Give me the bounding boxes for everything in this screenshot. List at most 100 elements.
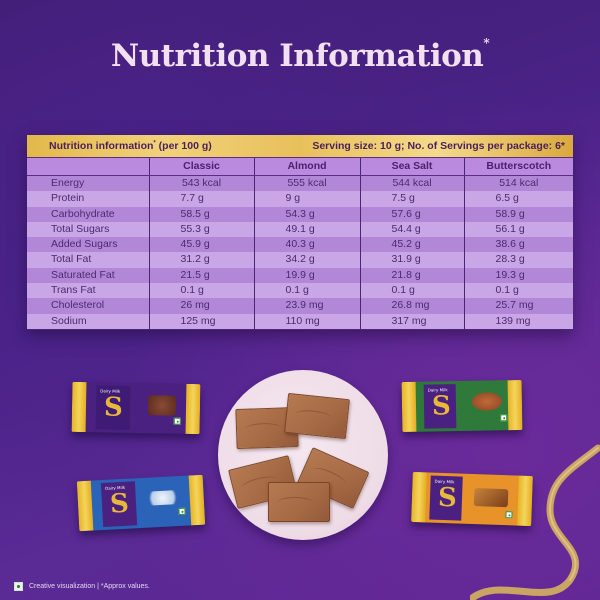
cell-sea-salt: 31.9 g — [359, 252, 464, 268]
cell-almond: 54.3 g — [253, 206, 360, 222]
column-header-sea-salt: Sea Salt — [359, 157, 464, 176]
column-header-almond: Almond — [253, 157, 360, 176]
column-header-classic: Classic — [148, 157, 254, 176]
chocolate-chunk-image — [147, 395, 177, 416]
row-label: Sodium — [27, 313, 149, 330]
nutrition-table: Nutrition information* (per 100 g) Servi… — [27, 135, 573, 330]
veg-mark-icon — [173, 417, 181, 425]
cell-classic: 55.3 g — [148, 221, 254, 238]
cell-classic: 125 mg — [148, 313, 254, 330]
table-row: Trans Fat 0.1 g 0.1 g 0.1 g 0.1 g — [27, 283, 573, 299]
product-classic: Dairy Milk S — [71, 381, 201, 435]
column-header-row: Classic Almond Sea Salt Butterscotch — [27, 157, 573, 176]
title-text: Nutrition Information — [110, 38, 484, 74]
table-row: Added Sugars 45.9 g 40.3 g 45.2 g 38.6 g — [27, 237, 573, 253]
column-header-butterscotch: Butterscotch — [463, 157, 573, 176]
cell-sea-salt: 57.6 g — [359, 206, 464, 222]
cell-butterscotch: 19.3 g — [463, 267, 573, 284]
cell-classic: 26 mg — [148, 298, 254, 314]
cell-classic: 0.1 g — [148, 283, 254, 299]
cell-sea-salt: 21.8 g — [359, 267, 464, 284]
cell-butterscotch: 25.7 mg — [463, 298, 573, 314]
cell-almond: 110 mg — [253, 313, 360, 330]
table-row: Total Sugars 55.3 g 49.1 g 54.4 g 56.1 g — [27, 221, 573, 238]
cell-almond: 0.1 g — [253, 283, 360, 299]
chocolate-piece — [268, 482, 330, 522]
cell-almond: 555 kcal — [253, 175, 360, 192]
cell-sea-salt: 45.2 g — [359, 237, 464, 253]
cell-classic: 31.2 g — [148, 252, 254, 268]
product-almond: Dairy Milk S — [401, 379, 523, 433]
row-label: Total Sugars — [27, 221, 149, 238]
s-logo-icon: S — [437, 482, 458, 514]
cell-butterscotch: 139 mg — [463, 313, 573, 330]
salt-crystals-image — [145, 489, 181, 506]
cell-sea-salt: 0.1 g — [359, 283, 464, 299]
veg-mark-icon — [178, 507, 186, 516]
veg-symbol-icon — [14, 582, 23, 591]
cell-classic: 21.5 g — [148, 267, 254, 284]
s-logo-icon: S — [431, 391, 452, 422]
cell-classic: 543 kcal — [148, 175, 254, 192]
table-row: Total Fat 31.2 g 34.2 g 31.9 g 28.3 g — [27, 252, 573, 268]
per-100g-label: Nutrition information* (per 100 g) — [49, 140, 212, 152]
row-label: Protein — [27, 191, 149, 207]
cell-butterscotch: 514 kcal — [463, 175, 573, 192]
cell-butterscotch: 6.5 g — [463, 191, 573, 207]
cell-almond: 49.1 g — [253, 221, 360, 238]
row-label: Energy — [27, 175, 149, 192]
table-header-band: Nutrition information* (per 100 g) Servi… — [27, 135, 573, 157]
table-row: Energy 543 kcal 555 kcal 544 kcal 514 kc… — [27, 175, 573, 192]
cell-classic: 58.5 g — [148, 206, 254, 222]
cell-sea-salt: 54.4 g — [359, 221, 464, 238]
title-asterisk: * — [483, 36, 490, 50]
cell-butterscotch: 0.1 g — [463, 283, 573, 299]
footer-disclaimer: Creative visualization | *Approx values. — [14, 582, 150, 591]
plate-with-chocolates — [218, 370, 388, 540]
cell-almond: 9 g — [253, 191, 360, 207]
serving-size-label: Serving size: 10 g; No. of Servings per … — [312, 140, 565, 152]
row-label: Added Sugars — [27, 237, 149, 253]
wrapper-end-left — [411, 471, 427, 523]
wrapper-end-left — [401, 381, 417, 433]
cell-almond: 40.3 g — [253, 237, 360, 253]
cell-butterscotch: 56.1 g — [463, 221, 573, 238]
row-label: Total Fat — [27, 252, 149, 268]
row-label: Saturated Fat — [27, 267, 149, 284]
table-row: Carbohydrate 58.5 g 54.3 g 57.6 g 58.9 g — [27, 206, 573, 222]
table-row: Cholesterol 26 mg 23.9 mg 26.8 mg 25.7 m… — [27, 298, 573, 314]
cell-sea-salt: 7.5 g — [359, 191, 464, 207]
cell-almond: 34.2 g — [253, 252, 360, 268]
wrapper-end-right — [507, 379, 523, 431]
s-logo-icon: S — [109, 488, 130, 520]
cell-sea-salt: 544 kcal — [359, 175, 464, 192]
row-label: Trans Fat — [27, 283, 149, 299]
wrapper-end-right — [185, 383, 201, 435]
product-sea-salt: Dairy Milk S — [76, 474, 206, 532]
cell-almond: 23.9 mg — [253, 298, 360, 314]
table-row: Protein 7.7 g 9 g 7.5 g 6.5 g — [27, 191, 573, 207]
veg-mark-icon — [500, 414, 508, 422]
page-title: Nutrition Information* — [0, 36, 600, 74]
cell-classic: 45.9 g — [148, 237, 254, 253]
cell-butterscotch: 38.6 g — [463, 237, 573, 253]
s-logo-icon: S — [103, 392, 124, 423]
table-row: Sodium 125 mg 110 mg 317 mg 139 mg — [27, 313, 573, 330]
table-row: Saturated Fat 21.5 g 19.9 g 21.8 g 19.3 … — [27, 267, 573, 284]
cell-butterscotch: 28.3 g — [463, 252, 573, 268]
row-label: Cholesterol — [27, 298, 149, 314]
column-header-empty — [27, 157, 149, 176]
gold-ribbon-decoration — [470, 444, 600, 600]
row-label: Carbohydrate — [27, 206, 149, 222]
cell-sea-salt: 317 mg — [359, 313, 464, 330]
cell-sea-salt: 26.8 mg — [359, 298, 464, 314]
cell-almond: 19.9 g — [253, 267, 360, 284]
almond-image — [471, 392, 503, 411]
wrapper-end-right — [188, 474, 206, 526]
cell-butterscotch: 58.9 g — [463, 206, 573, 222]
footer-text: Creative visualization | *Approx values. — [29, 583, 150, 590]
chocolate-piece — [284, 392, 350, 440]
wrapper-end-left — [71, 381, 87, 433]
wrapper-end-left — [76, 480, 94, 532]
cell-classic: 7.7 g — [148, 191, 254, 207]
